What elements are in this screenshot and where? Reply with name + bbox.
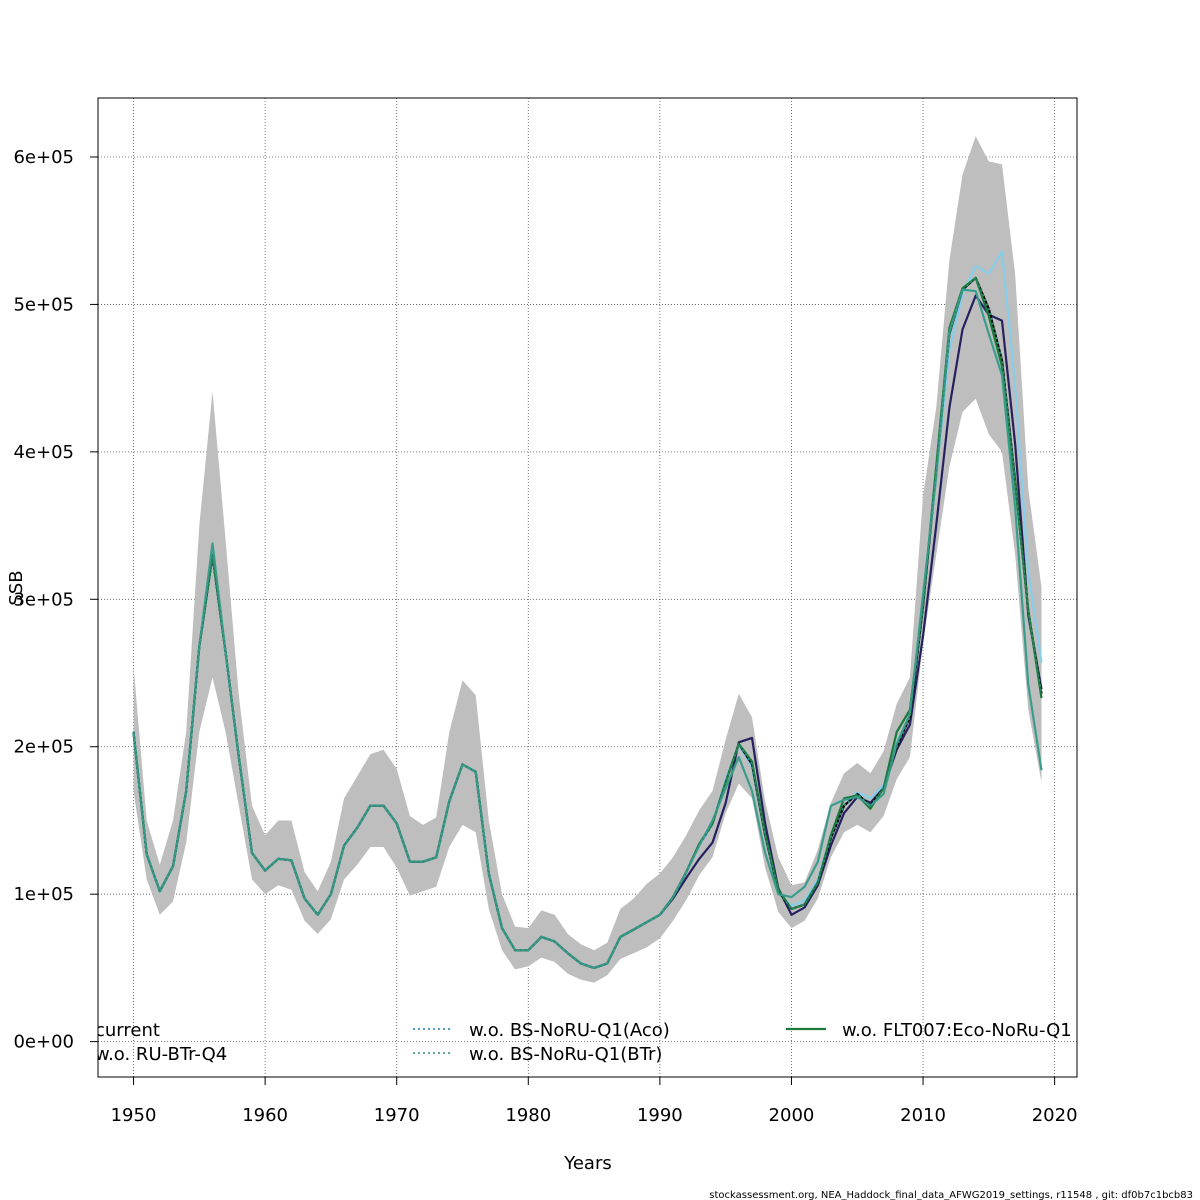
y-axis-title: SSB <box>6 570 27 605</box>
x-tick-label: 1980 <box>505 1105 551 1126</box>
y-tick-label: 6e+05 <box>13 147 74 168</box>
y-tick-label: 0e+00 <box>13 1032 74 1053</box>
x-tick-label: 2020 <box>1032 1105 1078 1126</box>
x-tick-label: 2010 <box>900 1105 946 1126</box>
series-layer <box>132 250 1043 970</box>
series-line-w-o-bs-noru-q1-btr- <box>132 277 1043 969</box>
legend-label: w.o. BS-NoRU-Q1(Aco) <box>469 1020 670 1041</box>
legend: current w.o. RU-BTr-Q4 w.o. BS-NoRU-Q1(Aco… <box>95 1020 1072 1065</box>
y-tick-label: 1e+05 <box>13 884 74 905</box>
confidence-band-layer <box>133 136 1042 983</box>
footer-note: stockassessment.org, NEA_Haddock_final_d… <box>709 1190 1193 1200</box>
x-axis: 1950 1960 1970 1980 1990 2000 2010 2020 <box>111 1076 1078 1126</box>
x-tick-label: 1970 <box>374 1105 420 1126</box>
y-axis: 0e+00 1e+05 2e+05 3e+05 4e+05 5e+05 6e+05 <box>13 147 99 1053</box>
x-tick-label: 2000 <box>769 1105 815 1126</box>
series-line-w-o-ru-btr-q4 <box>132 288 1043 970</box>
legend-label: w.o. BS-NoRu-Q1(BTr) <box>469 1044 662 1065</box>
y-tick-label: 4e+05 <box>13 442 74 463</box>
legend-label: w.o. RU-BTr-Q4 <box>95 1044 227 1065</box>
legend-label: w.o. FLT007:Eco-NoRu-Q1 <box>842 1020 1072 1041</box>
x-axis-title: Years <box>563 1153 612 1174</box>
y-tick-label: 3e+05 <box>13 589 74 610</box>
x-tick-label: 1960 <box>242 1105 288 1126</box>
y-tick-label: 5e+05 <box>13 294 74 315</box>
y-tick-label: 2e+05 <box>13 737 74 758</box>
x-tick-label: 1950 <box>111 1105 157 1126</box>
legend-label: current <box>95 1020 160 1041</box>
x-tick-label: 1990 <box>637 1105 683 1126</box>
confidence-band <box>133 136 1042 983</box>
